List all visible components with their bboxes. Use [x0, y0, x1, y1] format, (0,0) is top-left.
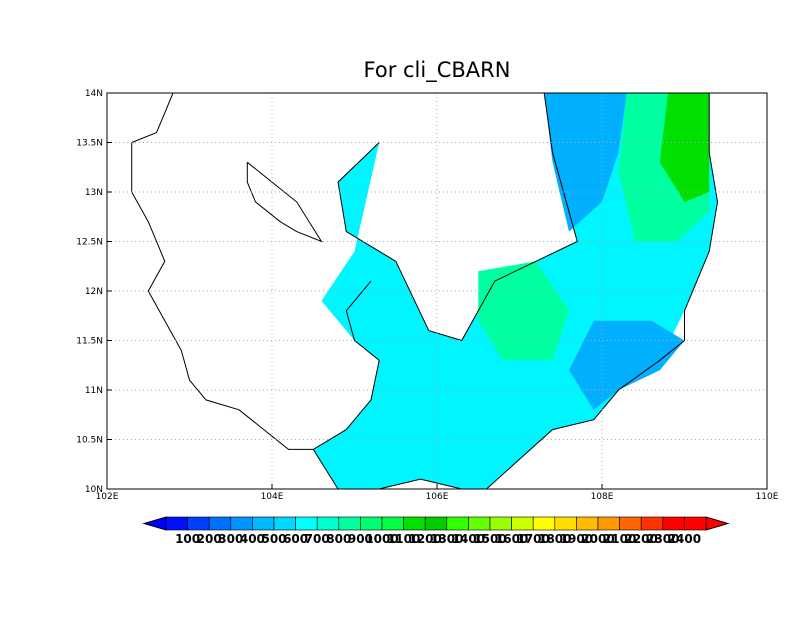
- colorbar-label: 300: [218, 532, 243, 546]
- colorbar-swatch: [662, 516, 685, 531]
- colorbar-label: 2400: [668, 532, 701, 546]
- tick-label-lon: 108E: [591, 492, 614, 502]
- colorbar-label: 600: [283, 532, 308, 546]
- colorbar-label: 2100: [603, 532, 636, 546]
- colorbar-label: 1600: [495, 532, 528, 546]
- colorbar-swatch: [187, 516, 210, 531]
- colorbar-label: 1500: [473, 532, 506, 546]
- colorbar-swatch: [208, 516, 232, 531]
- tick-label-lon: 106E: [426, 492, 449, 502]
- tick-label-lat: 14N: [85, 89, 103, 99]
- tick-label-lat: 11N: [85, 386, 103, 396]
- colorbar-swatch: [446, 516, 469, 531]
- colorbar-swatch: [597, 516, 620, 531]
- colorbar-over-arrow: [705, 516, 730, 531]
- tick-label-lon: 102E: [96, 492, 119, 502]
- colorbar-label: 1400: [452, 532, 485, 546]
- colorbar-swatch: [165, 516, 188, 531]
- colorbar-swatch: [468, 516, 491, 531]
- tick-label-lon: 104E: [261, 492, 284, 502]
- colorbar-label: 1800: [538, 532, 571, 546]
- colorbar-label: 1100: [387, 532, 420, 546]
- colorbar-label: 2200: [624, 532, 657, 546]
- lake-outline: [246, 161, 323, 243]
- colorbar-label: 900: [348, 532, 373, 546]
- colorbar-label: 500: [261, 532, 286, 546]
- tick-label-lat: 13N: [85, 188, 103, 198]
- colorbar-swatch: [403, 516, 426, 531]
- tick-label-lat: 13.5N: [76, 139, 103, 149]
- colorbar-swatch: [360, 516, 383, 531]
- colorbar-swatch: [489, 516, 512, 531]
- tick-label-lat: 11.5N: [76, 337, 103, 347]
- colorbar-under-arrow: [142, 516, 167, 531]
- tick-label-lon: 110E: [756, 492, 779, 502]
- colorbar-label: 200: [197, 532, 222, 546]
- coastline-layer: [131, 93, 719, 489]
- colorbar-swatch: [252, 516, 275, 531]
- tick-label-lat: 10.5N: [76, 436, 103, 446]
- coastline-main: [131, 93, 380, 450]
- map-title: For cli_CBARN: [363, 58, 511, 82]
- colorbar-label: 1900: [560, 532, 593, 546]
- tick-label-lat: 10N: [85, 485, 103, 495]
- high-value-patch-central: [478, 261, 569, 361]
- colorbar-label: 1200: [408, 532, 441, 546]
- coastline-vietnam: [312, 93, 719, 489]
- colorbar-label: 100: [175, 532, 200, 546]
- colorbar-swatch: [511, 516, 534, 531]
- tick-label-lat: 12.5N: [76, 238, 103, 248]
- colorbar-swatch: [576, 516, 599, 531]
- colorbar-label: 800: [326, 532, 351, 546]
- colorbar-swatch: [684, 516, 707, 531]
- colorbar-swatch: [230, 516, 253, 531]
- colorbar-label: 700: [305, 532, 330, 546]
- colorbar-swatch: [316, 516, 340, 531]
- low-value-patch-southeast: [569, 320, 685, 410]
- colorbar-label: 1000: [365, 532, 398, 546]
- colorbar-swatch: [295, 516, 318, 531]
- colorbar-swatch: [554, 516, 577, 531]
- colorbar-swatch: [338, 516, 361, 531]
- colorbar-swatch: [273, 516, 296, 531]
- colorbar-swatch: [381, 516, 404, 531]
- colorbar-swatch: [532, 516, 556, 531]
- colorbar: 1002003004005006007008009001000110012001…: [142, 516, 730, 546]
- colorbar-label: 1300: [430, 532, 463, 546]
- colorbar-swatch: [640, 516, 664, 531]
- axis-ticks: 102E 104E 106E 108E 110E 10N 10.5N 11N 11.5N 12N 1…: [76, 89, 779, 502]
- tick-label-lat: 12N: [85, 287, 103, 297]
- colorbar-label: 2300: [646, 532, 679, 546]
- colorbar-swatch: [619, 516, 642, 531]
- colorbar-label: 2000: [581, 532, 614, 546]
- coastline-inland: [337, 93, 578, 342]
- colorbar-label: 400: [240, 532, 265, 546]
- peak-value-patch-coast: [659, 93, 710, 202]
- colorbar-swatch: [424, 516, 448, 531]
- colorbar-label: 1700: [516, 532, 549, 546]
